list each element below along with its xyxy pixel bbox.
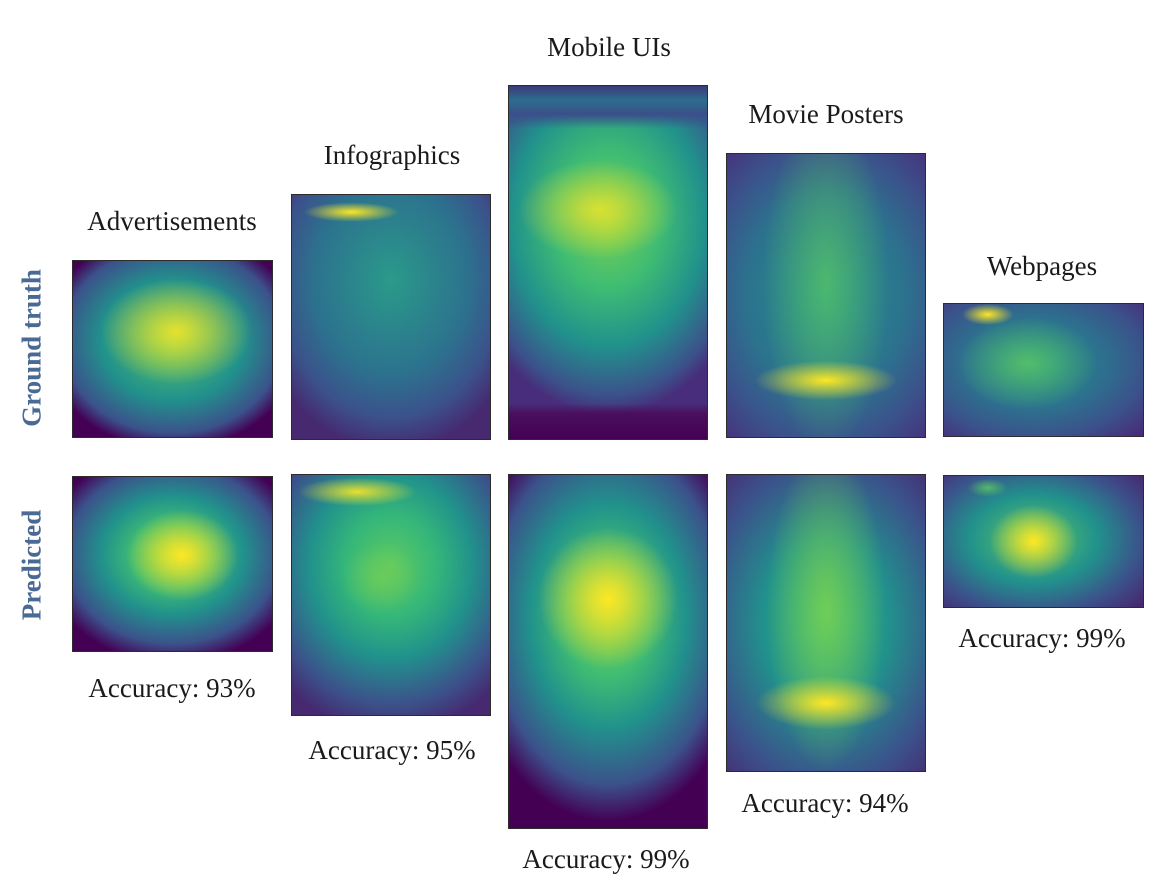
title-movie-posters: Movie Posters bbox=[748, 99, 904, 129]
accuracy-mobile-uis: Accuracy: 99% bbox=[522, 844, 690, 874]
heatmap-ground-truth-mobile-uis bbox=[508, 85, 708, 440]
heatmap-predicted-mobile-uis bbox=[508, 474, 708, 829]
title-mobile-uis: Mobile UIs bbox=[547, 32, 671, 62]
accuracy-webpages: Accuracy: 99% bbox=[958, 623, 1126, 653]
row-label-ground-truth: Ground truth bbox=[16, 269, 47, 427]
heatmap-predicted-advertisements bbox=[72, 476, 273, 652]
accuracy-movie-posters: Accuracy: 94% bbox=[741, 788, 909, 818]
title-advertisements: Advertisements bbox=[87, 206, 257, 236]
heatmap-ground-truth-advertisements bbox=[72, 260, 273, 438]
heatmap-ground-truth-infographics bbox=[291, 194, 491, 440]
heatmap-predicted-infographics bbox=[291, 474, 491, 716]
heatmap-predicted-webpages bbox=[943, 475, 1144, 608]
title-webpages: Webpages bbox=[986, 251, 1098, 281]
row-label-predicted: Predicted bbox=[16, 509, 47, 621]
accuracy-infographics: Accuracy: 95% bbox=[308, 735, 476, 765]
heatmap-predicted-movie-posters bbox=[726, 474, 926, 772]
heatmap-ground-truth-webpages bbox=[943, 303, 1144, 437]
accuracy-advertisements: Accuracy: 93% bbox=[88, 673, 256, 703]
title-infographics: Infographics bbox=[323, 140, 461, 170]
heatmap-ground-truth-movie-posters bbox=[726, 153, 926, 438]
